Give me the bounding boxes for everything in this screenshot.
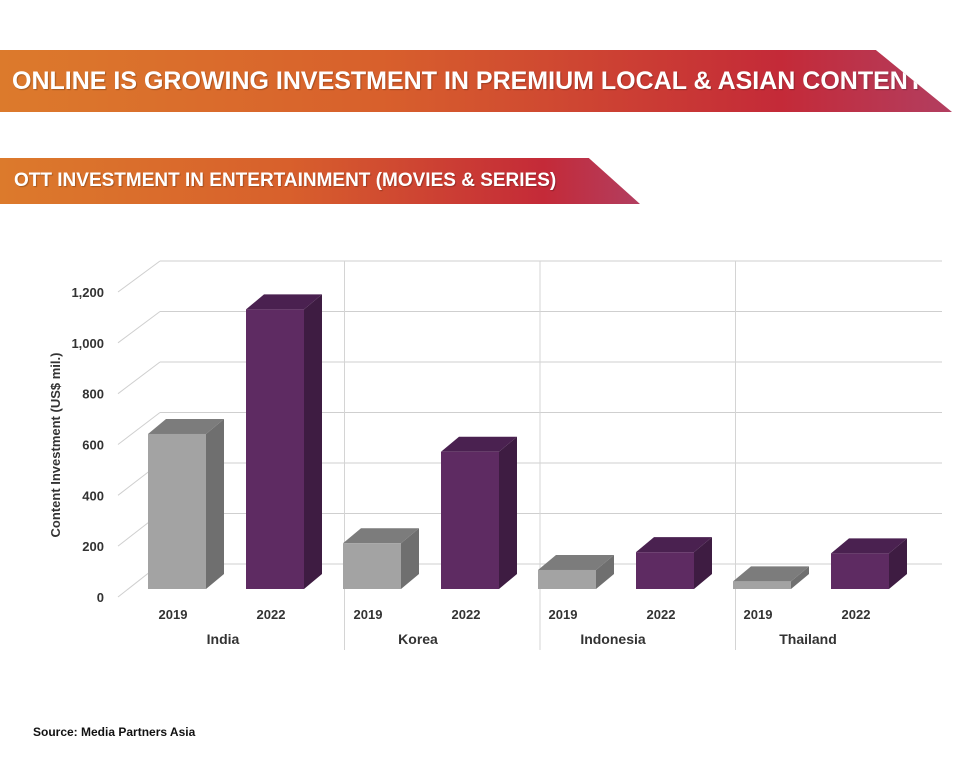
bar-top-india-2022 (246, 294, 322, 310)
bar-side-korea-2022 (499, 436, 517, 589)
x-series-label: 2022 (452, 607, 481, 622)
x-category-label: Korea (398, 631, 438, 647)
x-series-label: 2022 (842, 607, 871, 622)
bar-top-thailand-2019 (733, 566, 809, 582)
bar-side-korea-2019 (401, 528, 419, 589)
bar-side-thailand-2022 (889, 538, 907, 589)
bar-side-india-2019 (206, 418, 224, 589)
x-series-label: 2019 (744, 607, 773, 622)
main-title-banner: ONLINE IS GROWING INVESTMENT IN PREMIUM … (0, 50, 952, 112)
gridline-diagonal (117, 412, 161, 445)
bar-top-indonesia-2022 (636, 537, 712, 553)
bar-top-korea-2019 (343, 528, 419, 544)
y-tick-label: 800 (82, 387, 104, 402)
x-series-label: 2022 (257, 607, 286, 622)
bar-thailand-2022 (831, 553, 889, 589)
y-tick-label: 600 (82, 438, 104, 453)
gridline-diagonal (117, 361, 161, 395)
gridline-diagonal (117, 311, 161, 344)
bar-top-korea-2022 (441, 436, 517, 452)
bar-top-thailand-2022 (831, 538, 907, 554)
bar-indonesia-2022 (636, 552, 694, 589)
gridline-diagonal (117, 260, 161, 293)
y-axis-label: Content Investment (US$ mil.) (48, 353, 63, 538)
main-title: ONLINE IS GROWING INVESTMENT IN PREMIUM … (12, 66, 924, 95)
x-category-label: Indonesia (580, 631, 646, 647)
bar-korea-2019 (343, 543, 401, 589)
chart-subtitle-banner: OTT INVESTMENT IN ENTERTAINMENT (MOVIES … (0, 158, 640, 204)
y-tick-label: 1,000 (71, 336, 104, 351)
chart-bars (148, 294, 907, 589)
bar-top-india-2019 (148, 418, 224, 434)
y-tick-label: 400 (82, 488, 104, 503)
bar-side-thailand-2019 (791, 566, 809, 589)
x-series-label: 2022 (647, 607, 676, 622)
bar-thailand-2019 (733, 581, 791, 589)
chart-subtitle: OTT INVESTMENT IN ENTERTAINMENT (MOVIES … (14, 170, 557, 191)
bar-side-indonesia-2022 (694, 537, 712, 589)
source-note: Source: Media Partners Asia (33, 725, 196, 739)
x-category-label: Thailand (779, 631, 837, 647)
bar-top-indonesia-2019 (538, 554, 614, 570)
bar-india-2019 (148, 433, 206, 589)
x-category-label: India (207, 631, 240, 647)
bar-side-indonesia-2019 (596, 554, 614, 589)
x-series-label: 2019 (159, 607, 188, 622)
chart-grid (117, 260, 942, 650)
x-series-label: 2019 (549, 607, 578, 622)
x-series-label: 2019 (354, 607, 383, 622)
bar-korea-2022 (441, 451, 499, 589)
y-tick-label: 0 (97, 590, 104, 605)
bar-side-india-2022 (304, 294, 322, 589)
y-tick-label: 1,200 (71, 285, 104, 300)
y-axis-ticks: 0 200 400 600 800 1,000 1,200 (71, 285, 104, 605)
y-tick-label: 200 (82, 539, 104, 554)
bar-indonesia-2019 (538, 569, 596, 589)
bar-india-2022 (246, 309, 304, 589)
